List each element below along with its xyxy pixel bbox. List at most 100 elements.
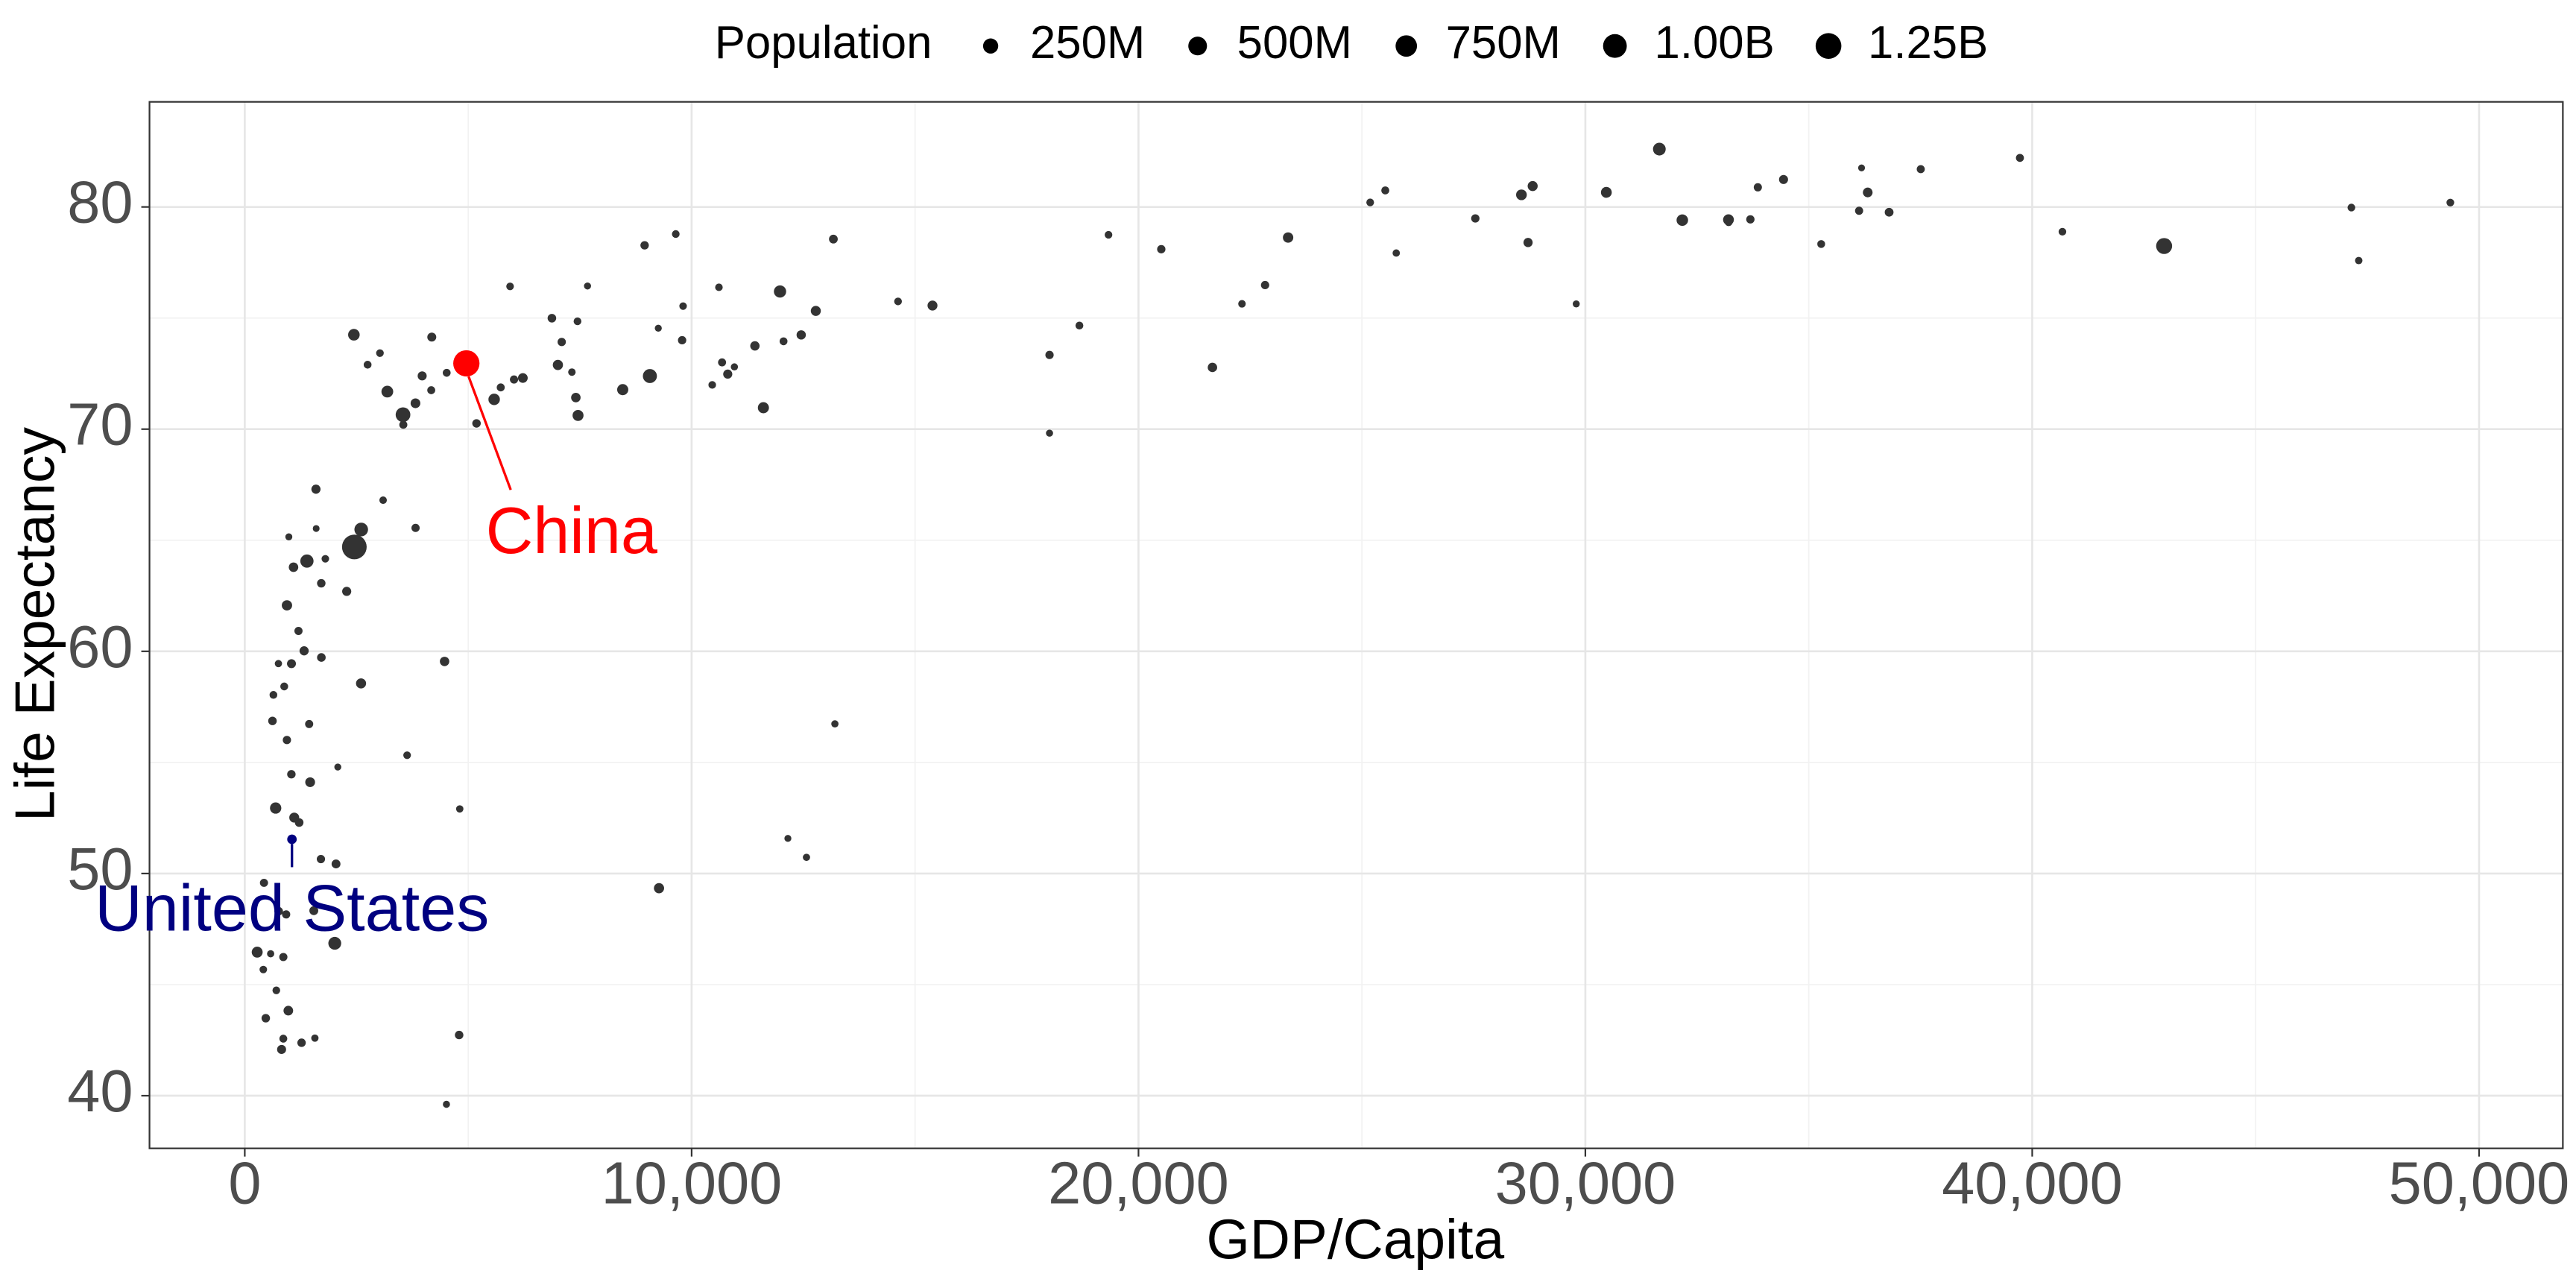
point bbox=[1157, 244, 1166, 253]
point bbox=[517, 373, 528, 383]
point bbox=[571, 393, 581, 402]
point bbox=[757, 402, 769, 414]
point bbox=[267, 950, 274, 958]
highlight-point bbox=[287, 834, 297, 845]
point bbox=[288, 562, 299, 572]
point bbox=[643, 369, 657, 383]
point bbox=[311, 1034, 319, 1042]
x-tick-label: 40,000 bbox=[1942, 1150, 2123, 1216]
point bbox=[1075, 321, 1084, 329]
point bbox=[2347, 203, 2355, 212]
point bbox=[279, 953, 288, 962]
point bbox=[297, 1038, 306, 1047]
legend-key bbox=[1603, 34, 1627, 58]
point bbox=[678, 335, 686, 345]
point bbox=[272, 986, 280, 994]
point bbox=[1283, 232, 1294, 243]
legend-key bbox=[1815, 33, 1842, 59]
point bbox=[348, 329, 360, 341]
point bbox=[279, 1035, 288, 1043]
x-axis-title: GDP/Capita bbox=[1206, 1208, 1504, 1270]
point bbox=[270, 802, 282, 814]
point bbox=[300, 554, 314, 568]
point bbox=[379, 496, 388, 505]
point bbox=[1857, 164, 1866, 171]
point bbox=[1676, 214, 1688, 227]
panel-border bbox=[148, 101, 2564, 1149]
point bbox=[285, 533, 293, 540]
point bbox=[1527, 180, 1538, 192]
x-tick-label: 50,000 bbox=[2389, 1150, 2570, 1216]
point bbox=[261, 1014, 271, 1023]
point bbox=[395, 407, 411, 423]
point bbox=[251, 947, 263, 958]
point bbox=[616, 384, 628, 396]
point bbox=[277, 1044, 286, 1054]
point bbox=[427, 386, 435, 394]
annotation-label: United States bbox=[95, 871, 489, 944]
point bbox=[455, 805, 464, 813]
point bbox=[305, 719, 314, 728]
point bbox=[2156, 238, 2173, 254]
point bbox=[640, 241, 649, 250]
point bbox=[381, 385, 394, 398]
legend-label: 1.00B bbox=[1655, 17, 1775, 69]
point bbox=[472, 419, 481, 428]
point bbox=[2058, 227, 2067, 236]
point bbox=[1863, 187, 1873, 198]
point bbox=[1471, 214, 1480, 223]
x-tick-label: 0 bbox=[228, 1150, 261, 1216]
point bbox=[268, 716, 277, 725]
point bbox=[2355, 256, 2363, 265]
point bbox=[1572, 300, 1580, 308]
point bbox=[356, 678, 367, 689]
point bbox=[672, 230, 680, 239]
point bbox=[403, 751, 411, 760]
y-tick-label: 60 bbox=[67, 613, 133, 680]
point bbox=[774, 285, 786, 298]
x-tick-label: 20,000 bbox=[1048, 1150, 1229, 1216]
point bbox=[341, 534, 367, 560]
point bbox=[927, 300, 938, 311]
point bbox=[287, 770, 296, 779]
y-tick-label: 50 bbox=[67, 836, 133, 902]
point bbox=[584, 282, 591, 290]
point bbox=[455, 1030, 464, 1040]
point bbox=[342, 587, 352, 596]
point bbox=[894, 297, 902, 306]
point bbox=[708, 381, 716, 389]
point bbox=[316, 854, 326, 864]
point bbox=[427, 332, 437, 342]
point bbox=[411, 523, 420, 532]
point bbox=[1260, 280, 1269, 289]
y-axis-title: Life Expectancy bbox=[4, 427, 66, 821]
point bbox=[1238, 300, 1246, 308]
y-tick-label: 40 bbox=[67, 1058, 133, 1124]
point bbox=[282, 600, 292, 611]
point bbox=[283, 1006, 294, 1016]
point bbox=[1392, 249, 1401, 257]
point bbox=[410, 398, 420, 408]
point bbox=[443, 368, 451, 377]
point bbox=[796, 330, 806, 340]
point bbox=[294, 627, 303, 635]
point bbox=[312, 525, 320, 532]
point bbox=[1105, 230, 1113, 239]
point bbox=[1046, 429, 1053, 437]
point bbox=[723, 369, 733, 379]
point bbox=[1753, 183, 1762, 192]
point bbox=[282, 736, 291, 745]
point bbox=[274, 660, 282, 668]
x-tick-label: 30,000 bbox=[1495, 1150, 1676, 1216]
point bbox=[496, 383, 505, 392]
point bbox=[552, 359, 564, 370]
point bbox=[1916, 165, 1925, 174]
point bbox=[280, 682, 288, 691]
point bbox=[299, 646, 309, 656]
point bbox=[2446, 198, 2455, 206]
point bbox=[1208, 362, 1217, 373]
point bbox=[1516, 189, 1527, 201]
point bbox=[750, 341, 760, 351]
point bbox=[311, 484, 321, 494]
point bbox=[572, 410, 584, 421]
